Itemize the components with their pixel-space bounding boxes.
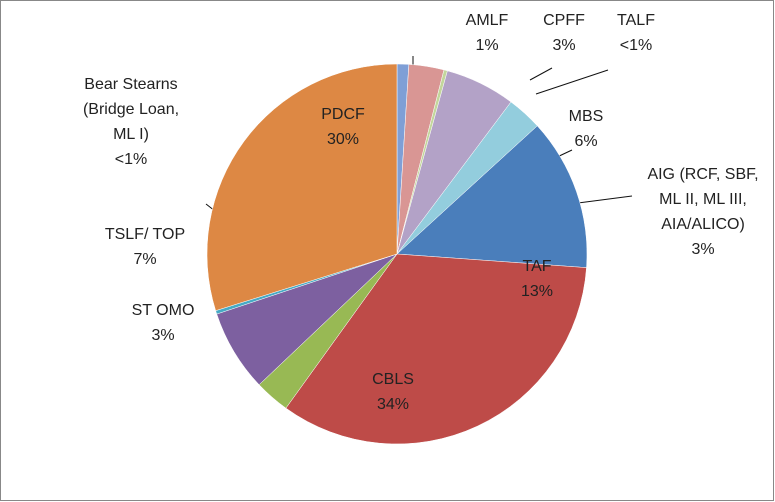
pie-slice bbox=[285, 253, 587, 445]
data-label: CPFF 3% bbox=[534, 8, 594, 58]
value-label: 7% bbox=[133, 251, 157, 268]
data-label: TSLF/ TOP 7% bbox=[80, 222, 210, 272]
data-label: PDCF 30% bbox=[303, 102, 383, 152]
value-label: 3% bbox=[151, 327, 175, 344]
category-label: CPFF bbox=[543, 12, 585, 29]
data-label: AIG (RCF, SBF, ML II, ML III, AIA/ALICO)… bbox=[643, 162, 763, 262]
value-label: 6% bbox=[574, 133, 598, 150]
pie-slice bbox=[206, 63, 398, 311]
category-label: Bear Stearns (Bridge Loan, ML I) bbox=[82, 76, 180, 143]
category-label: TALF bbox=[617, 12, 655, 29]
value-label: 1% bbox=[475, 37, 499, 54]
value-label: 13% bbox=[520, 283, 554, 300]
category-label: CBLS bbox=[372, 371, 414, 388]
category-label: TAF bbox=[522, 258, 552, 275]
data-label: TALF <1% bbox=[606, 8, 666, 58]
leader-line bbox=[577, 195, 633, 204]
category-label: AIG (RCF, SBF, ML II, ML III, AIA/ALICO) bbox=[647, 166, 759, 233]
category-label: AMLF bbox=[465, 12, 509, 29]
value-label: <1% bbox=[114, 151, 148, 168]
value-label: 30% bbox=[326, 131, 360, 148]
value-label: 34% bbox=[376, 396, 410, 413]
data-label: TAF 13% bbox=[507, 254, 567, 304]
data-label: AMLF 1% bbox=[457, 8, 517, 58]
value-label: <1% bbox=[619, 37, 653, 54]
pie-slice bbox=[396, 125, 588, 268]
data-label: ST OMO 3% bbox=[118, 298, 208, 348]
category-label: TSLF/ TOP bbox=[104, 226, 186, 243]
data-label: Bear Stearns (Bridge Loan, ML I) <1% bbox=[76, 72, 186, 172]
value-label: 3% bbox=[691, 241, 715, 258]
leader-line bbox=[529, 67, 553, 81]
category-label: PDCF bbox=[321, 106, 365, 123]
data-label: CBLS 34% bbox=[353, 367, 433, 417]
category-label: ST OMO bbox=[131, 302, 195, 319]
data-label: MBS 6% bbox=[556, 104, 616, 154]
value-label: 3% bbox=[552, 37, 576, 54]
category-label: MBS bbox=[568, 108, 604, 125]
leader-line bbox=[535, 69, 609, 95]
